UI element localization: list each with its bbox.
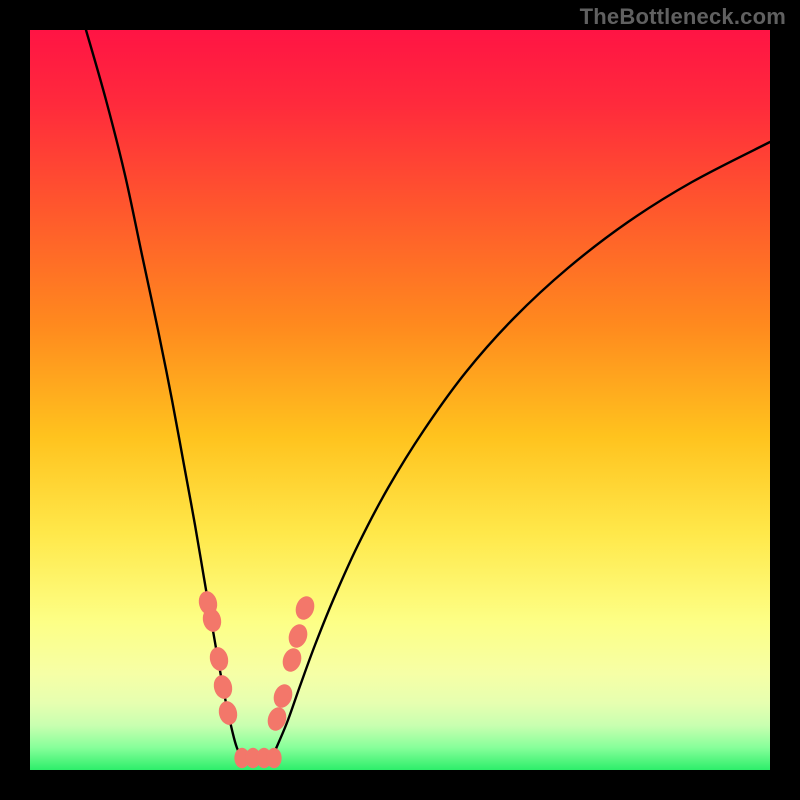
chart-svg: [30, 30, 770, 770]
watermark-text: TheBottleneck.com: [580, 4, 786, 30]
marker-group-bottom: [234, 748, 281, 768]
gradient-background: [30, 30, 770, 770]
plot-area: [30, 30, 770, 770]
marker: [266, 748, 281, 768]
